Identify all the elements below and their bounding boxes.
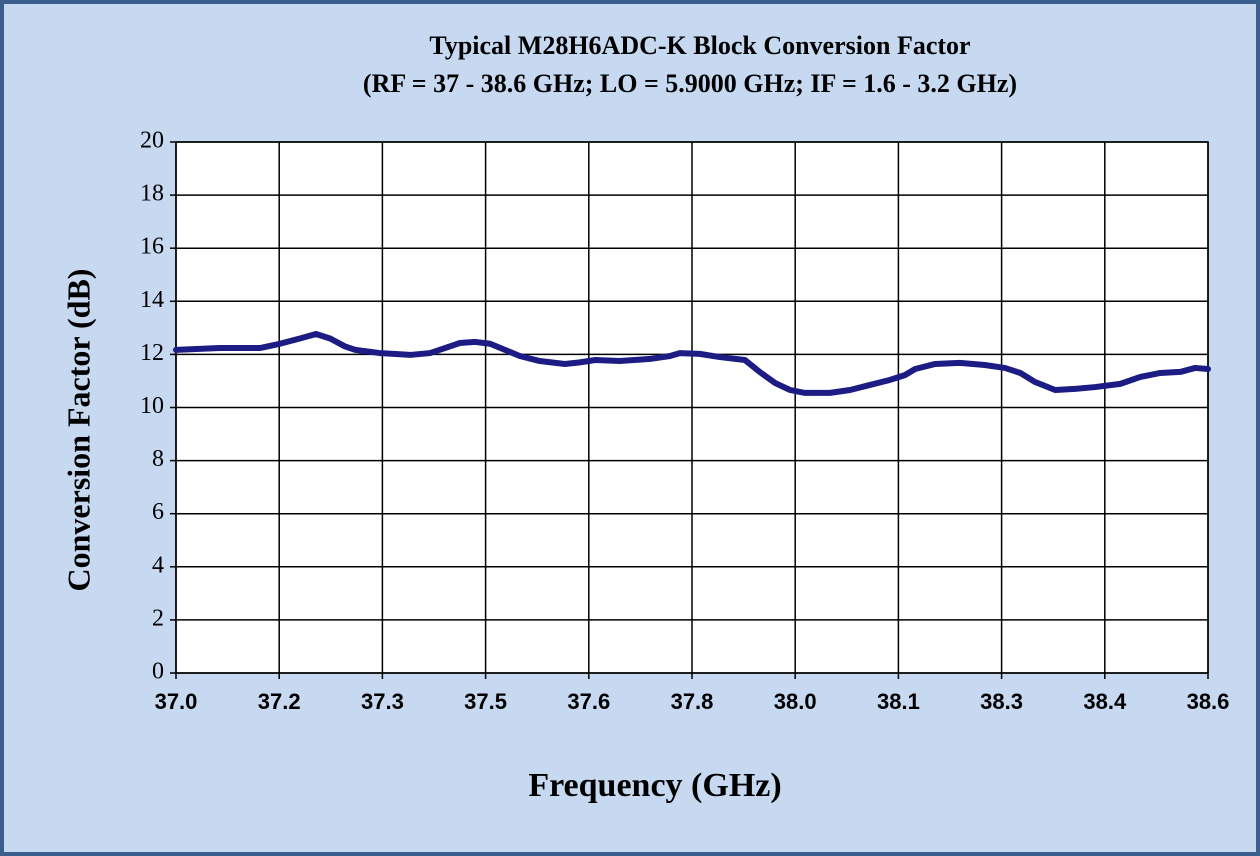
y-tick-label: 18	[140, 181, 164, 207]
y-tick-label: 14	[140, 287, 164, 313]
y-tick-label: 0	[152, 659, 164, 685]
y-tick-label: 8	[152, 446, 164, 472]
x-tick-label: 38.0	[774, 689, 817, 714]
x-tick-label: 38.3	[980, 689, 1023, 714]
chart-title: Typical M28H6ADC-K Block Conversion Fact…	[429, 31, 970, 60]
x-tick-label: 37.8	[671, 689, 714, 714]
x-tick-label: 38.4	[1083, 689, 1127, 714]
y-tick-label: 20	[140, 128, 164, 154]
y-tick-label: 2	[152, 605, 164, 631]
y-tick-label: 6	[152, 499, 164, 525]
x-tick-label: 38.6	[1187, 689, 1230, 714]
chart-subtitle: (RF = 37 - 38.6 GHz; LO = 5.9000 GHz; IF…	[363, 69, 1017, 98]
y-axis-label: Conversion Factor (dB)	[60, 269, 96, 592]
plot-border	[175, 141, 1209, 674]
x-tick-label: 37.3	[361, 689, 404, 714]
x-axis-label: Frequency (GHz)	[528, 767, 781, 804]
data-line	[173, 330, 1211, 396]
y-tick-label: 4	[152, 552, 164, 578]
y-tick-label: 12	[140, 340, 164, 366]
y-tick-label: 10	[140, 393, 164, 419]
y-tick-label: 16	[140, 234, 164, 260]
x-tick-label: 37.5	[464, 689, 507, 714]
x-tick-label: 38.1	[877, 689, 920, 714]
x-tick-label: 37.2	[258, 689, 301, 714]
x-tick-label: 37.0	[155, 689, 198, 714]
x-tick-label: 37.6	[567, 689, 610, 714]
